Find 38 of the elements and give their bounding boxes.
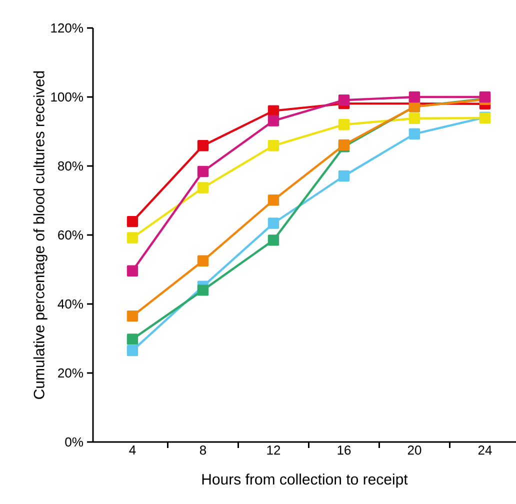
y-tick-label: 120% bbox=[51, 23, 84, 33]
point bbox=[197, 182, 209, 194]
point bbox=[268, 115, 280, 126]
x-tick-label: 4 bbox=[129, 446, 136, 454]
point bbox=[197, 166, 209, 178]
y-tick-label: 100% bbox=[51, 92, 84, 102]
point bbox=[408, 91, 420, 103]
y-tick-label: 80% bbox=[58, 161, 84, 171]
point bbox=[197, 140, 209, 152]
point bbox=[338, 119, 350, 130]
point bbox=[408, 128, 420, 140]
x-tick-label: 16 bbox=[338, 446, 351, 455]
x-tick-label: 8 bbox=[200, 446, 206, 455]
y-tick-label: 0% bbox=[65, 437, 84, 447]
point bbox=[268, 234, 280, 246]
point bbox=[338, 94, 350, 106]
x-tick-label: 20 bbox=[408, 446, 422, 455]
point bbox=[268, 105, 280, 116]
y-tick-label: 40% bbox=[58, 299, 84, 309]
point bbox=[126, 265, 138, 276]
point bbox=[126, 310, 138, 322]
x-tick-label: 24 bbox=[478, 446, 492, 455]
point bbox=[126, 232, 138, 244]
point bbox=[126, 216, 138, 228]
y-tick-label: 20% bbox=[58, 368, 84, 378]
point bbox=[197, 284, 209, 296]
point bbox=[126, 334, 138, 345]
point bbox=[408, 112, 420, 124]
point bbox=[268, 194, 280, 206]
y-axis-title: Cumulative percentage of blood cultures received bbox=[33, 71, 48, 399]
x-axis-title: Hours from collection to receipt bbox=[202, 474, 408, 488]
y-tick-label: 60% bbox=[58, 230, 84, 240]
point bbox=[268, 140, 280, 152]
point bbox=[268, 218, 280, 229]
x-tick-label: 12 bbox=[267, 446, 280, 455]
point bbox=[126, 344, 138, 356]
point bbox=[338, 170, 350, 182]
point bbox=[197, 255, 209, 266]
